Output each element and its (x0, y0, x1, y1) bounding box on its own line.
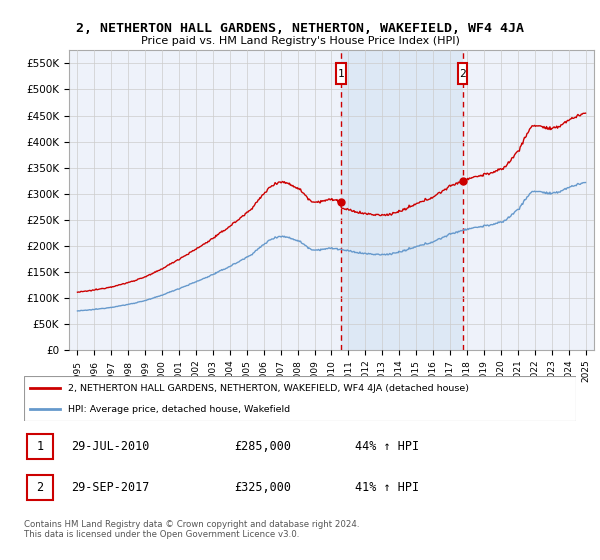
Bar (341, 50, 463, 350)
Text: 1: 1 (37, 440, 44, 454)
Text: Contains HM Land Registry data © Crown copyright and database right 2024.
This d: Contains HM Land Registry data © Crown c… (24, 520, 359, 539)
Bar (458, 63, 467, 84)
Text: 29-SEP-2017: 29-SEP-2017 (71, 480, 149, 494)
Text: 2, NETHERTON HALL GARDENS, NETHERTON, WAKEFIELD, WF4 4JA: 2, NETHERTON HALL GARDENS, NETHERTON, WA… (76, 22, 524, 35)
Text: Price paid vs. HM Land Registry's House Price Index (HPI): Price paid vs. HM Land Registry's House … (140, 36, 460, 46)
Text: £285,000: £285,000 (234, 440, 291, 454)
Text: 2: 2 (37, 480, 44, 494)
Text: 29-JUL-2010: 29-JUL-2010 (71, 440, 149, 454)
Bar (337, 63, 346, 84)
Text: HPI: Average price, detached house, Wakefield: HPI: Average price, detached house, Wake… (68, 404, 290, 413)
Bar (27, 435, 53, 459)
Text: 2, NETHERTON HALL GARDENS, NETHERTON, WAKEFIELD, WF4 4JA (detached house): 2, NETHERTON HALL GARDENS, NETHERTON, WA… (68, 384, 469, 393)
Text: 41% ↑ HPI: 41% ↑ HPI (355, 480, 419, 494)
Text: 2: 2 (459, 69, 466, 79)
Bar (27, 475, 53, 500)
Text: £325,000: £325,000 (234, 480, 291, 494)
Text: 1: 1 (338, 69, 344, 79)
Text: 44% ↑ HPI: 44% ↑ HPI (355, 440, 419, 454)
